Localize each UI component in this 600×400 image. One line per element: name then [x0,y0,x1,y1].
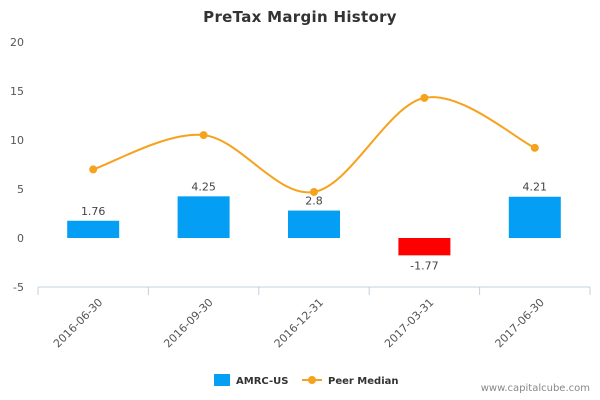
bar-data-label: -1.77 [410,259,438,272]
peer-median-points [89,93,539,196]
x-axis-ticks [37,287,591,295]
bar-2017-06-30[interactable] [508,196,561,238]
watermark: www.capitalcube.com [480,383,590,394]
legend-label-amrc[interactable]: AMRC-US [236,376,288,387]
x-tick-label: 2016-12-31 [272,296,326,350]
y-tick-label: 0 [17,232,24,245]
peer-median-line [92,96,536,194]
legend-label-peer[interactable]: Peer Median [328,376,399,387]
bar-data-label: 4.21 [523,181,548,194]
bar-data-label: 4.25 [191,180,216,193]
legend-marker-peer[interactable] [308,376,316,384]
y-tick-label: 15 [10,85,24,98]
y-tick-label: -5 [13,281,24,294]
peer-median-point-2016-09-30[interactable] [199,131,208,140]
y-axis-labels: 20 15 10 5 0 -5 [10,36,24,294]
y-tick-label: 5 [17,183,24,196]
bar-data-label: 1.76 [81,205,106,218]
y-tick-label: 10 [10,134,24,147]
chart-title: PreTax Margin History [203,8,397,26]
peer-median-point-2016-06-30[interactable] [89,165,98,174]
x-tick-label: 2017-03-31 [382,296,436,350]
bar-2016-12-31[interactable] [288,210,340,238]
x-tick-label: 2016-09-30 [161,296,215,350]
y-tick-label: 20 [10,36,24,49]
peer-median-point-2017-06-30[interactable] [530,143,539,152]
bar-data-label: 2.8 [305,195,323,208]
bar-series [67,196,561,256]
bar-2017-03-31[interactable] [398,238,451,256]
bar-2016-06-30[interactable] [67,220,120,238]
x-axis-labels: 2016-06-30 2016-09-30 2016-12-31 2017-03-31… [51,296,547,350]
peer-median-point-2016-12-31[interactable] [310,187,318,196]
bar-2016-09-30[interactable] [177,196,230,238]
x-tick-label: 2017-06-30 [493,296,547,350]
peer-median-point-2017-03-31[interactable] [420,93,429,102]
bar-data-labels: 1.76 4.25 2.8 -1.77 4.21 [81,180,547,272]
legend-swatch-amrc[interactable] [214,374,230,386]
legend: AMRC-US Peer Median [214,374,399,387]
x-tick-label: 2016-06-30 [51,296,105,350]
